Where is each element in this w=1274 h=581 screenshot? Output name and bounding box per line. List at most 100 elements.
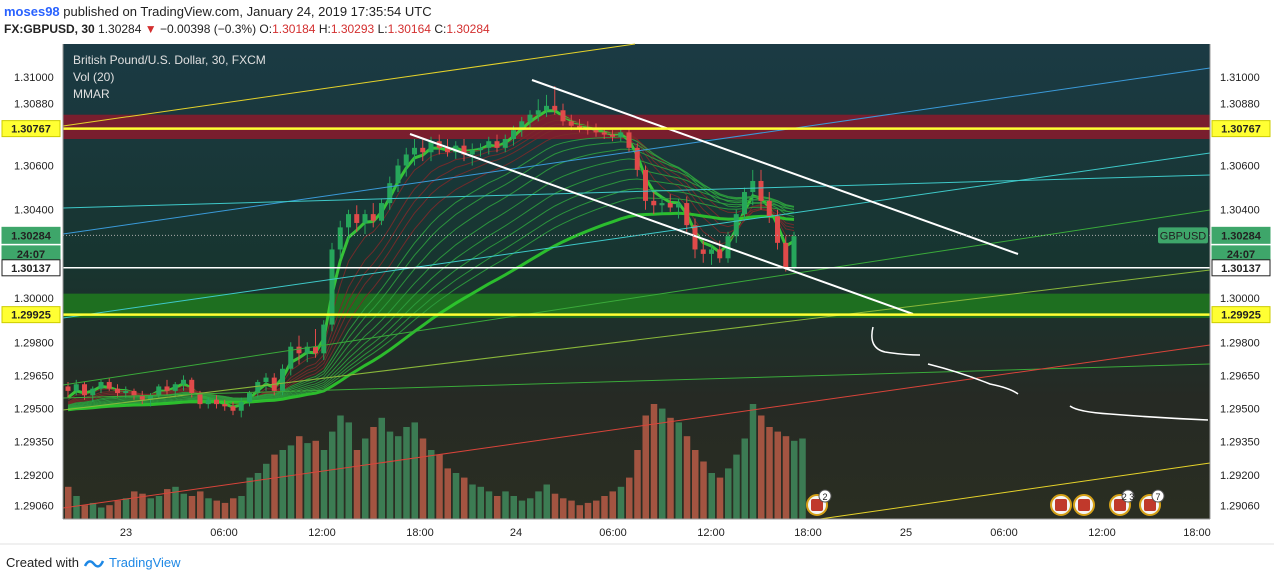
volume-bar <box>279 450 286 519</box>
ema-line <box>67 141 795 407</box>
candle-body <box>667 203 673 208</box>
candle-body <box>469 150 475 155</box>
candle-body <box>461 145 467 155</box>
candle-body <box>148 395 153 400</box>
candle-body <box>82 384 87 396</box>
candle-body <box>214 399 219 405</box>
candle-body <box>296 346 302 354</box>
price-label-box <box>1211 306 1271 324</box>
volume-bar <box>601 496 608 519</box>
volume-bar <box>403 427 410 519</box>
volume-bar <box>617 486 625 519</box>
ema-line <box>67 188 795 410</box>
price-tick-right: 1.29350 <box>1220 437 1260 449</box>
volume-bar <box>461 477 468 519</box>
volume-bar <box>89 502 97 519</box>
volume-bar <box>626 477 633 519</box>
time-tick: 18:00 <box>406 527 434 539</box>
volume-bar <box>312 440 319 519</box>
volume-bar <box>436 454 443 519</box>
username-link[interactable]: moses98 <box>4 4 60 19</box>
volume-bar <box>741 438 748 519</box>
candle-body <box>618 132 624 137</box>
candle-body <box>717 249 723 259</box>
candle-body <box>445 147 450 153</box>
price-label-box <box>1211 259 1271 277</box>
symbol-label: FX:GBPUSD, 30 <box>4 22 95 36</box>
candle-body <box>156 386 162 396</box>
candle-body <box>403 154 409 166</box>
volume-bar <box>147 498 154 519</box>
price-tick-right: 1.30000 <box>1220 293 1260 305</box>
flag-icon <box>811 499 823 511</box>
volume-bar <box>106 505 113 519</box>
price-label-text: 1.30137 <box>1221 263 1261 275</box>
price-tick-right: 1.29800 <box>1220 337 1260 349</box>
volume-bar <box>667 417 674 519</box>
volume-bar <box>296 436 303 519</box>
time-tick: 23 <box>120 527 132 539</box>
candle-body <box>329 249 335 325</box>
volume-bar <box>560 498 567 519</box>
time-tick: 12:00 <box>308 527 336 539</box>
change-value: −0.00398 (−0.3%) <box>160 22 257 36</box>
candle-body <box>115 388 120 394</box>
price-label-text: 1.30137 <box>11 263 51 275</box>
footer: Created with TradingView <box>6 555 181 570</box>
candle-body <box>106 382 112 389</box>
publisher-line: moses98 published on TradingView.com, Ja… <box>4 4 432 19</box>
candle-body <box>791 236 797 268</box>
volume-bar <box>766 427 773 519</box>
time-tick: 18:00 <box>1183 527 1211 539</box>
tradingview-brand[interactable]: TradingView <box>108 555 181 570</box>
volume-bar <box>205 498 212 519</box>
price-tick-right: 1.30880 <box>1220 99 1260 111</box>
candle-body <box>692 225 698 250</box>
candle-body <box>511 130 516 139</box>
candle-body <box>552 105 558 111</box>
candle-body <box>255 382 261 394</box>
time-tick: 12:00 <box>1088 527 1116 539</box>
event-count-badge <box>818 489 832 503</box>
price-label-box <box>1 259 61 277</box>
candle-body <box>634 147 640 170</box>
candle-body <box>247 393 252 402</box>
candle-body <box>280 368 285 391</box>
price-label-text: 1.30767 <box>1221 124 1261 136</box>
candle-body <box>238 401 244 411</box>
volume-bar <box>246 477 253 519</box>
candle-body <box>766 200 772 217</box>
price-tick-left: 1.29200 <box>14 470 54 482</box>
price-label-text: 1.30284 <box>1221 230 1262 242</box>
price-label-text: 1.30284 <box>11 230 52 242</box>
candle-body <box>659 203 665 206</box>
flag-icon <box>1114 499 1126 511</box>
price-label-box <box>1 226 61 244</box>
volume-bar <box>774 431 781 519</box>
candle-body <box>610 134 615 137</box>
candle-body <box>263 377 269 383</box>
price-tick-left: 1.30600 <box>14 161 54 173</box>
trend-green-6 <box>62 363 1211 399</box>
volume-bar <box>634 450 641 519</box>
candle-body <box>395 165 401 184</box>
volume-bar <box>155 496 163 519</box>
candle-body <box>535 110 541 115</box>
trend-green-4 <box>62 209 1211 386</box>
volume-bar <box>221 502 229 519</box>
resistance-zone <box>63 114 1210 139</box>
volume-bar <box>81 505 88 519</box>
volume-bar <box>337 415 344 519</box>
candle-body <box>527 114 533 122</box>
ema-line <box>67 136 795 406</box>
candle-body <box>733 214 739 237</box>
volume-bar <box>749 404 757 519</box>
candle-body <box>544 105 549 111</box>
event-count-text: 7 <box>1155 492 1160 502</box>
trend-blue-1 <box>62 67 1211 235</box>
volume-bar <box>609 491 616 519</box>
ema-line <box>67 127 795 405</box>
price-label-box <box>1 120 61 138</box>
volume-bar <box>791 440 798 519</box>
